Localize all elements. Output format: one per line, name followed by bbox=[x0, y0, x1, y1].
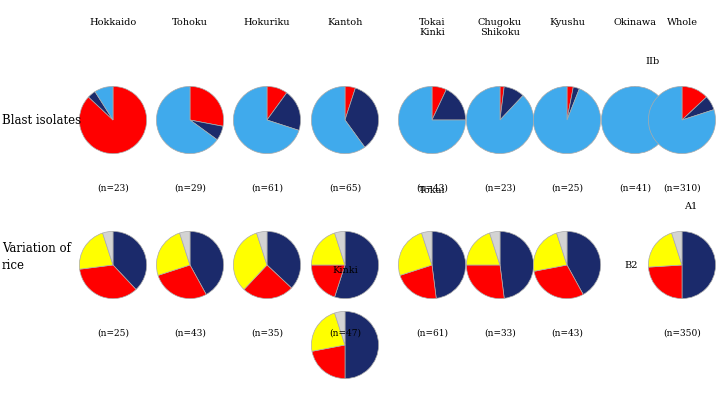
Wedge shape bbox=[335, 311, 345, 345]
Wedge shape bbox=[432, 86, 446, 120]
Text: (n=23): (n=23) bbox=[97, 184, 129, 193]
Wedge shape bbox=[267, 86, 287, 120]
Text: (n=61): (n=61) bbox=[251, 184, 283, 193]
Text: A1: A1 bbox=[684, 202, 697, 211]
Wedge shape bbox=[682, 97, 714, 120]
Text: (n=47): (n=47) bbox=[329, 329, 361, 338]
Wedge shape bbox=[180, 231, 190, 265]
Text: (n=43): (n=43) bbox=[174, 329, 206, 338]
Wedge shape bbox=[500, 86, 504, 120]
Wedge shape bbox=[158, 265, 206, 299]
Wedge shape bbox=[399, 86, 465, 154]
Wedge shape bbox=[422, 231, 432, 265]
Text: (n=25): (n=25) bbox=[97, 329, 129, 338]
Wedge shape bbox=[534, 265, 583, 299]
Wedge shape bbox=[500, 231, 533, 298]
Wedge shape bbox=[95, 86, 113, 120]
Text: (n=23): (n=23) bbox=[484, 184, 516, 193]
Text: Kinki: Kinki bbox=[332, 266, 358, 275]
Text: (n=43): (n=43) bbox=[416, 184, 448, 193]
Wedge shape bbox=[567, 231, 601, 294]
Wedge shape bbox=[156, 86, 217, 154]
Wedge shape bbox=[399, 233, 432, 275]
Wedge shape bbox=[432, 231, 465, 298]
Text: (n=25): (n=25) bbox=[551, 184, 583, 193]
Wedge shape bbox=[80, 233, 113, 269]
Wedge shape bbox=[466, 86, 533, 154]
Wedge shape bbox=[311, 86, 365, 154]
Wedge shape bbox=[533, 86, 601, 154]
Text: (n=350): (n=350) bbox=[663, 329, 701, 338]
Wedge shape bbox=[190, 120, 223, 140]
Text: Whole: Whole bbox=[667, 18, 698, 27]
Wedge shape bbox=[335, 231, 345, 265]
Text: (n=33): (n=33) bbox=[484, 329, 516, 338]
Text: (n=65): (n=65) bbox=[329, 184, 361, 193]
Text: (n=43): (n=43) bbox=[551, 329, 583, 338]
Text: Kyushu: Kyushu bbox=[549, 18, 585, 27]
Text: Hokkaido: Hokkaido bbox=[90, 18, 137, 27]
Wedge shape bbox=[567, 87, 579, 120]
Wedge shape bbox=[312, 345, 345, 378]
Wedge shape bbox=[190, 86, 224, 126]
Text: Hokuriku: Hokuriku bbox=[244, 18, 290, 27]
Wedge shape bbox=[648, 86, 716, 154]
Text: Tokai
Kinki: Tokai Kinki bbox=[419, 18, 445, 37]
Wedge shape bbox=[234, 233, 267, 290]
Wedge shape bbox=[345, 311, 379, 378]
Wedge shape bbox=[648, 265, 682, 299]
Text: Kantoh: Kantoh bbox=[328, 18, 363, 27]
Text: Blast isolates: Blast isolates bbox=[2, 114, 81, 127]
Wedge shape bbox=[567, 86, 574, 120]
Text: (n=61): (n=61) bbox=[416, 329, 448, 338]
Wedge shape bbox=[672, 231, 682, 265]
Text: Tokai: Tokai bbox=[419, 186, 445, 195]
Wedge shape bbox=[267, 231, 300, 288]
Wedge shape bbox=[500, 87, 523, 120]
Wedge shape bbox=[466, 265, 504, 299]
Wedge shape bbox=[311, 313, 345, 351]
Text: IIb: IIb bbox=[645, 57, 659, 66]
Text: Variation of
rice: Variation of rice bbox=[2, 242, 71, 272]
Wedge shape bbox=[533, 233, 567, 271]
Text: (n=310): (n=310) bbox=[663, 184, 701, 193]
Wedge shape bbox=[345, 88, 379, 147]
Wedge shape bbox=[113, 231, 146, 290]
Wedge shape bbox=[156, 233, 190, 275]
Wedge shape bbox=[257, 231, 267, 265]
Wedge shape bbox=[234, 86, 299, 154]
Wedge shape bbox=[432, 90, 465, 120]
Text: Chugoku
Shikoku: Chugoku Shikoku bbox=[478, 18, 522, 37]
Wedge shape bbox=[556, 231, 567, 265]
Text: B2: B2 bbox=[625, 261, 638, 270]
Wedge shape bbox=[400, 265, 436, 299]
Wedge shape bbox=[80, 265, 136, 299]
Wedge shape bbox=[682, 86, 706, 120]
Wedge shape bbox=[103, 231, 113, 265]
Wedge shape bbox=[88, 92, 113, 120]
Text: Okinawa: Okinawa bbox=[614, 18, 657, 27]
Wedge shape bbox=[311, 265, 345, 297]
Wedge shape bbox=[682, 231, 716, 299]
Wedge shape bbox=[335, 231, 379, 299]
Wedge shape bbox=[602, 86, 668, 154]
Wedge shape bbox=[80, 86, 146, 154]
Wedge shape bbox=[311, 233, 345, 265]
Text: (n=35): (n=35) bbox=[251, 329, 283, 338]
Wedge shape bbox=[345, 86, 356, 120]
Wedge shape bbox=[490, 231, 500, 265]
Text: Tohoku: Tohoku bbox=[172, 18, 208, 27]
Text: (n=29): (n=29) bbox=[174, 184, 206, 193]
Wedge shape bbox=[267, 93, 300, 130]
Wedge shape bbox=[190, 231, 224, 294]
Wedge shape bbox=[244, 265, 292, 299]
Wedge shape bbox=[648, 233, 682, 267]
Wedge shape bbox=[466, 233, 500, 265]
Text: (n=41): (n=41) bbox=[619, 184, 651, 193]
